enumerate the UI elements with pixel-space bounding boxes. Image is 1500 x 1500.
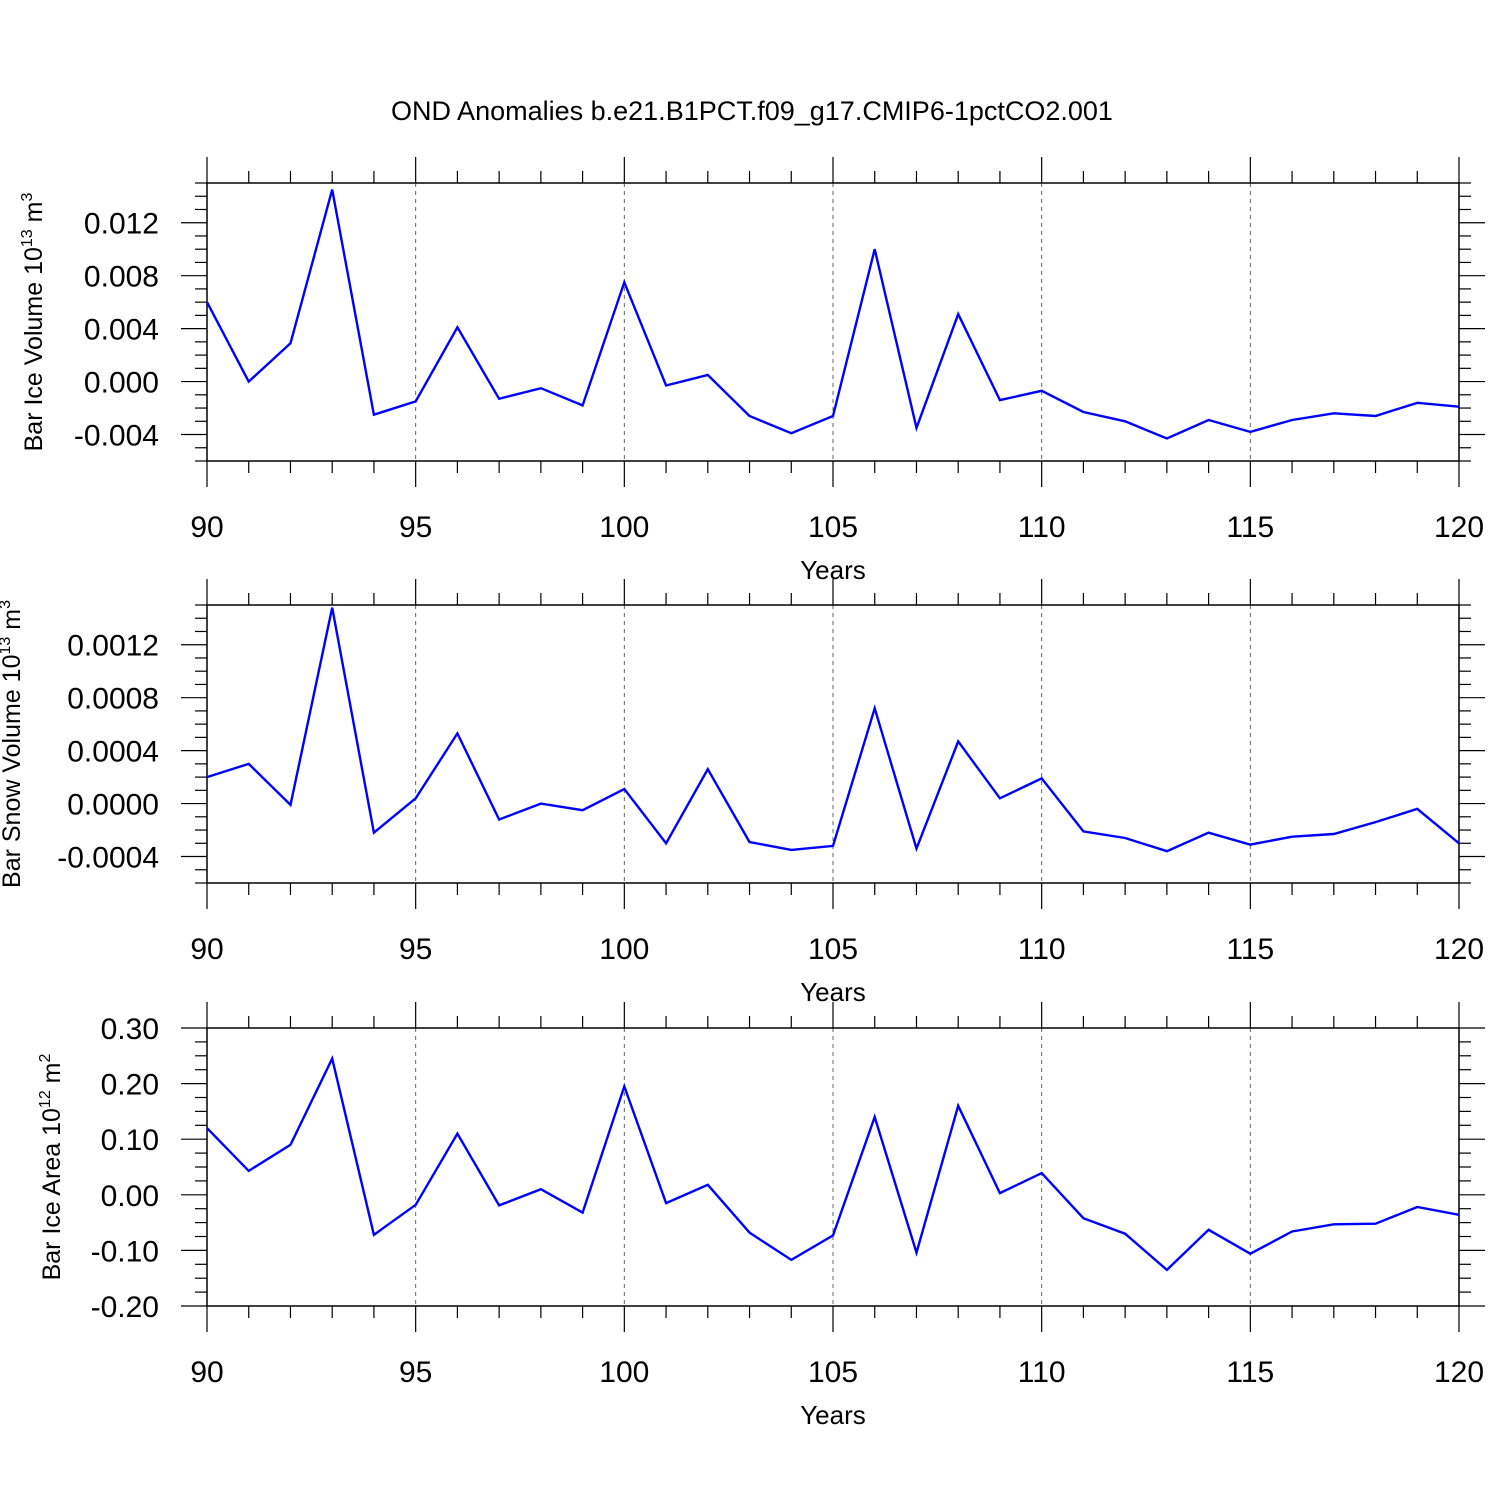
x-tick-label: 110 [1018, 933, 1066, 966]
figure-title: OND Anomalies b.e21.B1PCT.f09_g17.CMIP6-… [391, 96, 1113, 126]
y-axis-label-exponent: 13 [0, 637, 14, 655]
y-tick-label: 0.0004 [67, 736, 159, 769]
x-tick-label: 100 [599, 1356, 649, 1389]
y-axis-label-unit-exponent: 2 [37, 1054, 54, 1063]
y-tick-label: 0.0012 [67, 630, 159, 663]
x-tick-label: 110 [1018, 511, 1066, 544]
y-axis-label-unit: m [20, 202, 48, 230]
y-axis-label: Bar Ice Volume 1013 m3 [19, 193, 48, 452]
x-tick-label: 100 [599, 511, 649, 544]
y-tick-label: 0.30 [101, 1013, 159, 1046]
series-line [206, 1055, 1460, 1272]
x-tick-label: 90 [190, 933, 223, 966]
x-tick-label: 90 [190, 511, 223, 544]
x-tick-label: 95 [399, 933, 432, 966]
x-tick-label: 115 [1226, 933, 1274, 966]
y-tick-label: -0.0004 [57, 842, 159, 875]
series-line [206, 607, 1460, 853]
y-tick-label: 0.004 [84, 314, 159, 347]
y-axis-label-unit: m [38, 1063, 66, 1091]
y-axis-label: Bar Ice Area 1012 m2 [37, 1054, 66, 1281]
y-tick-label: 0.10 [101, 1124, 159, 1157]
x-tick-label: 120 [1434, 933, 1484, 966]
x-tick-label: 100 [599, 933, 649, 966]
y-tick-label: 0.0008 [67, 683, 159, 716]
y-axis-label-unit: m [0, 609, 26, 637]
x-tick-label: 110 [1018, 1356, 1066, 1389]
x-tick-label: 120 [1434, 1356, 1484, 1389]
y-tick-label: 0.0000 [67, 789, 159, 822]
panels-group: 90 95 100 105 110 115 120 Years -0.004 0.000 0.004… [0, 157, 1485, 1430]
x-tick-label: 95 [399, 1356, 432, 1389]
y-axis-label-exponent: 13 [19, 229, 36, 247]
y-tick-label: 0.20 [101, 1069, 159, 1102]
y-tick-label: -0.004 [74, 420, 159, 453]
x-tick-label: 120 [1434, 511, 1484, 544]
y-tick-label: 0.00 [101, 1180, 159, 1213]
y-axis-label-exponent: 12 [37, 1090, 54, 1108]
x-tick-label: 115 [1226, 1356, 1274, 1389]
y-axis-label: Bar Snow Volume 1013 m3 [0, 600, 26, 888]
panel-2: 90 95 100 105 110 115 120Years-0.00040.00000.0… [0, 579, 1485, 1007]
y-axis-label-main: Bar Ice Area 10 [38, 1108, 66, 1280]
y-axis-label-unit-exponent: 3 [0, 600, 14, 609]
x-tick-label: 105 [808, 933, 858, 966]
y-tick-label: -0.10 [91, 1235, 159, 1268]
x-tick-label: 90 [190, 1356, 223, 1389]
y-tick-label: 0.008 [84, 261, 159, 294]
y-axis-label-main: Bar Ice Volume 10 [20, 247, 48, 451]
x-tick-label: 95 [399, 511, 432, 544]
panel-1: 90 95 100 105 110 115 120Years-0.0040.0000.004… [19, 157, 1485, 585]
y-axis-label-unit-exponent: 3 [19, 193, 36, 202]
x-tick-label: 115 [1226, 511, 1274, 544]
y-tick-label: -0.20 [91, 1291, 159, 1324]
y-tick-label: 0.012 [84, 208, 159, 241]
x-axis-label: Years [800, 1400, 866, 1430]
x-tick-label: 105 [808, 1356, 858, 1389]
panel-3: 90 95 100 105 110 115 120 Years -0.20 -0.10 0.00 0.… [37, 1002, 1485, 1430]
y-tick-label: 0.000 [84, 367, 159, 400]
y-axis-label-main: Bar Snow Volume 10 [0, 655, 26, 888]
x-tick-label: 105 [808, 511, 858, 544]
